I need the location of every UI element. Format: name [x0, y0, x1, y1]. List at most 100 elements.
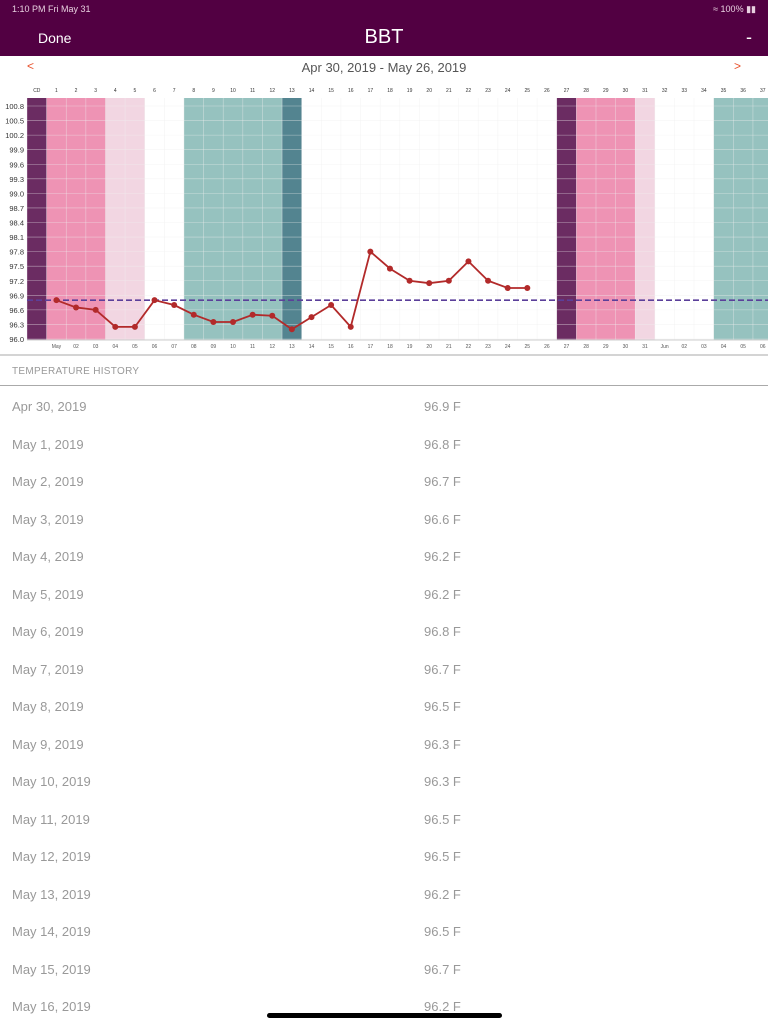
y-tick-label: 97.2 [9, 277, 24, 286]
list-item[interactable]: May 7, 2019 96.7 F [0, 649, 768, 687]
date-tick: Jun [661, 344, 669, 350]
row-temp: 96.2 F [424, 549, 461, 564]
date-tick: May [52, 344, 62, 350]
date-tick: 13 [289, 344, 295, 350]
temperature-point[interactable] [131, 323, 138, 330]
temperature-history-list[interactable]: Apr 30, 2019 96.9 F May 1, 2019 96.8 F May 2… [0, 386, 768, 1024]
cycle-day-tick: 7 [173, 88, 176, 94]
list-item[interactable]: May 1, 2019 96.8 F [0, 424, 768, 462]
list-item[interactable]: May 3, 2019 96.6 F [0, 499, 768, 537]
y-tick-label: 99.3 [9, 175, 24, 184]
date-tick: 16 [348, 344, 354, 350]
temperature-point[interactable] [269, 312, 276, 319]
cycle-day-tick: 13 [289, 88, 295, 94]
list-item[interactable]: May 6, 2019 96.8 F [0, 611, 768, 649]
page-title: BBT [364, 26, 404, 48]
date-tick: 19 [407, 344, 413, 350]
temperature-point[interactable] [524, 285, 531, 292]
temperature-point[interactable] [367, 248, 374, 255]
temperature-point[interactable] [386, 265, 393, 272]
temperature-point[interactable] [288, 326, 295, 333]
list-item[interactable]: May 2, 2019 96.7 F [0, 461, 768, 499]
home-indicator[interactable] [267, 1013, 502, 1018]
date-tick: 23 [485, 344, 491, 350]
row-temp: 96.2 F [424, 999, 461, 1014]
list-item[interactable]: May 16, 2019 96.2 F [0, 986, 768, 1024]
date-tick: 15 [328, 344, 334, 350]
list-item[interactable]: May 13, 2019 96.2 F [0, 874, 768, 912]
row-date: May 8, 2019 [12, 699, 84, 714]
list-item[interactable]: May 14, 2019 96.5 F [0, 911, 768, 949]
temperature-point[interactable] [151, 297, 158, 304]
cycle-day-tick: 21 [446, 88, 452, 94]
y-tick-label: 97.5 [9, 262, 24, 271]
temperature-point[interactable] [347, 323, 354, 330]
row-date: May 2, 2019 [12, 474, 84, 489]
phase-band [27, 98, 47, 340]
row-temp: 96.5 F [424, 811, 461, 827]
date-range-label: Apr 30, 2019 - May 26, 2019 [301, 60, 467, 75]
temperature-point[interactable] [230, 319, 237, 326]
list-item[interactable]: May 4, 2019 96.2 F [0, 536, 768, 574]
temperature-point[interactable] [328, 302, 335, 309]
temperature-point[interactable] [406, 277, 413, 284]
cycle-day-label: CD [33, 88, 41, 94]
temperature-point[interactable] [308, 314, 315, 321]
temperature-point[interactable] [485, 277, 492, 284]
row-temp: 96.8 F [424, 624, 461, 639]
list-item[interactable]: May 10, 2019 96.3 F [0, 761, 768, 799]
bbt-chart[interactable]: 100.8 100.5 100.2 99.9 99.6 99.3 99.0 98.7 98.4 9… [0, 84, 768, 356]
cycle-day-tick: 15 [328, 88, 334, 94]
temperature-point[interactable] [92, 306, 99, 313]
list-item[interactable]: May 12, 2019 96.5 F [0, 836, 768, 874]
date-range-bar: Apr 30, 2019 - May 26, 2019 < > [0, 56, 768, 80]
next-range-button[interactable]: > [733, 59, 741, 73]
row-temp: 96.7 F [424, 474, 461, 489]
date-tick: 08 [191, 344, 197, 350]
list-item[interactable]: May 9, 2019 96.3 F [0, 724, 768, 762]
temperature-point[interactable] [249, 311, 256, 318]
cycle-day-tick: 18 [387, 88, 393, 94]
cycle-day-tick: 10 [230, 88, 236, 94]
cycle-day-tick: 3 [94, 88, 97, 94]
temperature-point[interactable] [53, 297, 60, 304]
temperature-point[interactable] [112, 323, 119, 330]
temperature-point[interactable] [210, 319, 217, 326]
y-tick-label: 99.6 [9, 160, 24, 169]
row-date: May 6, 2019 [12, 624, 84, 639]
list-item[interactable]: Apr 30, 2019 96.9 F [0, 386, 768, 424]
row-temp: 96.2 F [424, 586, 461, 602]
cycle-day-tick: 28 [583, 88, 589, 94]
y-tick-label: 100.8 [5, 102, 24, 111]
cycle-day-tick: 19 [407, 88, 413, 94]
temperature-point[interactable] [73, 304, 80, 311]
list-item[interactable]: May 8, 2019 96.5 F [0, 686, 768, 724]
cycle-day-tick: 37 [760, 88, 766, 94]
row-temp: 96.5 F [424, 699, 461, 714]
phase-band [46, 98, 106, 340]
date-tick: 02 [73, 344, 79, 350]
date-tick: 26 [544, 344, 550, 350]
row-date: May 13, 2019 [12, 886, 91, 902]
temperature-point[interactable] [445, 277, 452, 284]
minus-button[interactable]: - [746, 27, 752, 47]
prev-range-button[interactable]: < [27, 59, 35, 73]
row-temp: 96.2 F [424, 886, 461, 902]
row-date: May 7, 2019 [12, 661, 84, 677]
list-item[interactable]: May 15, 2019 96.7 F [0, 949, 768, 987]
cycle-day-tick: 32 [662, 88, 668, 94]
done-button[interactable]: Done [38, 30, 72, 46]
y-tick-label: 99.0 [9, 189, 24, 198]
row-date: May 14, 2019 [12, 924, 91, 939]
date-tick: 06 [152, 344, 158, 350]
temperature-point[interactable] [171, 302, 178, 309]
temperature-point[interactable] [504, 285, 511, 292]
y-tick-label: 99.9 [9, 146, 24, 155]
temperature-point[interactable] [465, 258, 472, 265]
list-item[interactable]: May 11, 2019 96.5 F [0, 799, 768, 837]
cycle-day-tick: 6 [153, 88, 156, 94]
cycle-day-tick: 22 [466, 88, 472, 94]
list-item[interactable]: May 5, 2019 96.2 F [0, 574, 768, 612]
temperature-point[interactable] [426, 280, 433, 287]
temperature-point[interactable] [190, 311, 197, 318]
